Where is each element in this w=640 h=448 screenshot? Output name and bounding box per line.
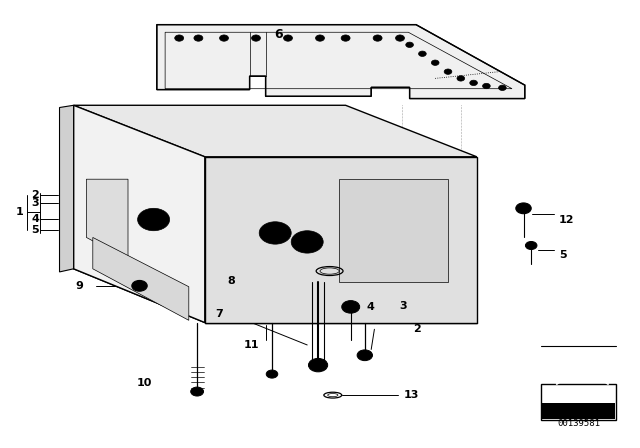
Circle shape bbox=[457, 76, 465, 81]
Circle shape bbox=[220, 35, 228, 41]
Text: 6: 6 bbox=[274, 28, 283, 42]
Circle shape bbox=[195, 390, 200, 393]
Circle shape bbox=[252, 35, 260, 41]
Circle shape bbox=[308, 358, 328, 372]
Circle shape bbox=[341, 35, 350, 41]
Text: 2: 2 bbox=[31, 190, 39, 200]
Text: 8: 8 bbox=[228, 276, 236, 286]
Circle shape bbox=[406, 42, 413, 47]
Polygon shape bbox=[60, 105, 74, 272]
Circle shape bbox=[316, 35, 324, 41]
FancyBboxPatch shape bbox=[541, 384, 616, 420]
Circle shape bbox=[357, 350, 372, 361]
Circle shape bbox=[175, 35, 184, 41]
Text: 5: 5 bbox=[559, 250, 566, 260]
Polygon shape bbox=[157, 25, 525, 99]
Text: 4: 4 bbox=[31, 214, 39, 224]
Polygon shape bbox=[339, 179, 448, 282]
Circle shape bbox=[266, 370, 278, 378]
Text: 7: 7 bbox=[215, 309, 223, 319]
Text: 00139581: 00139581 bbox=[557, 419, 600, 428]
Circle shape bbox=[431, 60, 439, 65]
Text: 1: 1 bbox=[15, 207, 23, 217]
Polygon shape bbox=[93, 237, 189, 320]
Text: 13: 13 bbox=[403, 390, 419, 400]
Circle shape bbox=[136, 283, 143, 289]
Text: 3: 3 bbox=[399, 301, 407, 310]
Circle shape bbox=[138, 208, 170, 231]
Text: 3: 3 bbox=[31, 198, 39, 208]
Text: 12: 12 bbox=[559, 215, 574, 224]
Text: 4: 4 bbox=[366, 302, 374, 312]
Circle shape bbox=[259, 222, 291, 244]
Circle shape bbox=[396, 35, 404, 41]
Polygon shape bbox=[74, 105, 205, 323]
Circle shape bbox=[470, 80, 477, 86]
Text: 10: 10 bbox=[136, 378, 152, 388]
Polygon shape bbox=[205, 157, 477, 323]
Circle shape bbox=[191, 387, 204, 396]
Text: 5: 5 bbox=[31, 225, 39, 235]
Polygon shape bbox=[86, 179, 128, 260]
Text: 2: 2 bbox=[413, 324, 420, 334]
Circle shape bbox=[342, 301, 360, 313]
Circle shape bbox=[520, 206, 527, 211]
Circle shape bbox=[132, 280, 147, 291]
Circle shape bbox=[373, 35, 382, 41]
Circle shape bbox=[483, 83, 490, 89]
Circle shape bbox=[419, 51, 426, 56]
Circle shape bbox=[444, 69, 452, 74]
Circle shape bbox=[346, 304, 355, 310]
Circle shape bbox=[499, 85, 506, 90]
Text: 9: 9 bbox=[76, 281, 83, 291]
Circle shape bbox=[516, 203, 531, 214]
Circle shape bbox=[291, 231, 323, 253]
Polygon shape bbox=[74, 105, 477, 157]
Circle shape bbox=[525, 241, 537, 250]
Circle shape bbox=[194, 35, 203, 41]
Text: 11: 11 bbox=[244, 340, 259, 350]
Bar bbox=[542, 403, 615, 419]
Circle shape bbox=[284, 35, 292, 41]
